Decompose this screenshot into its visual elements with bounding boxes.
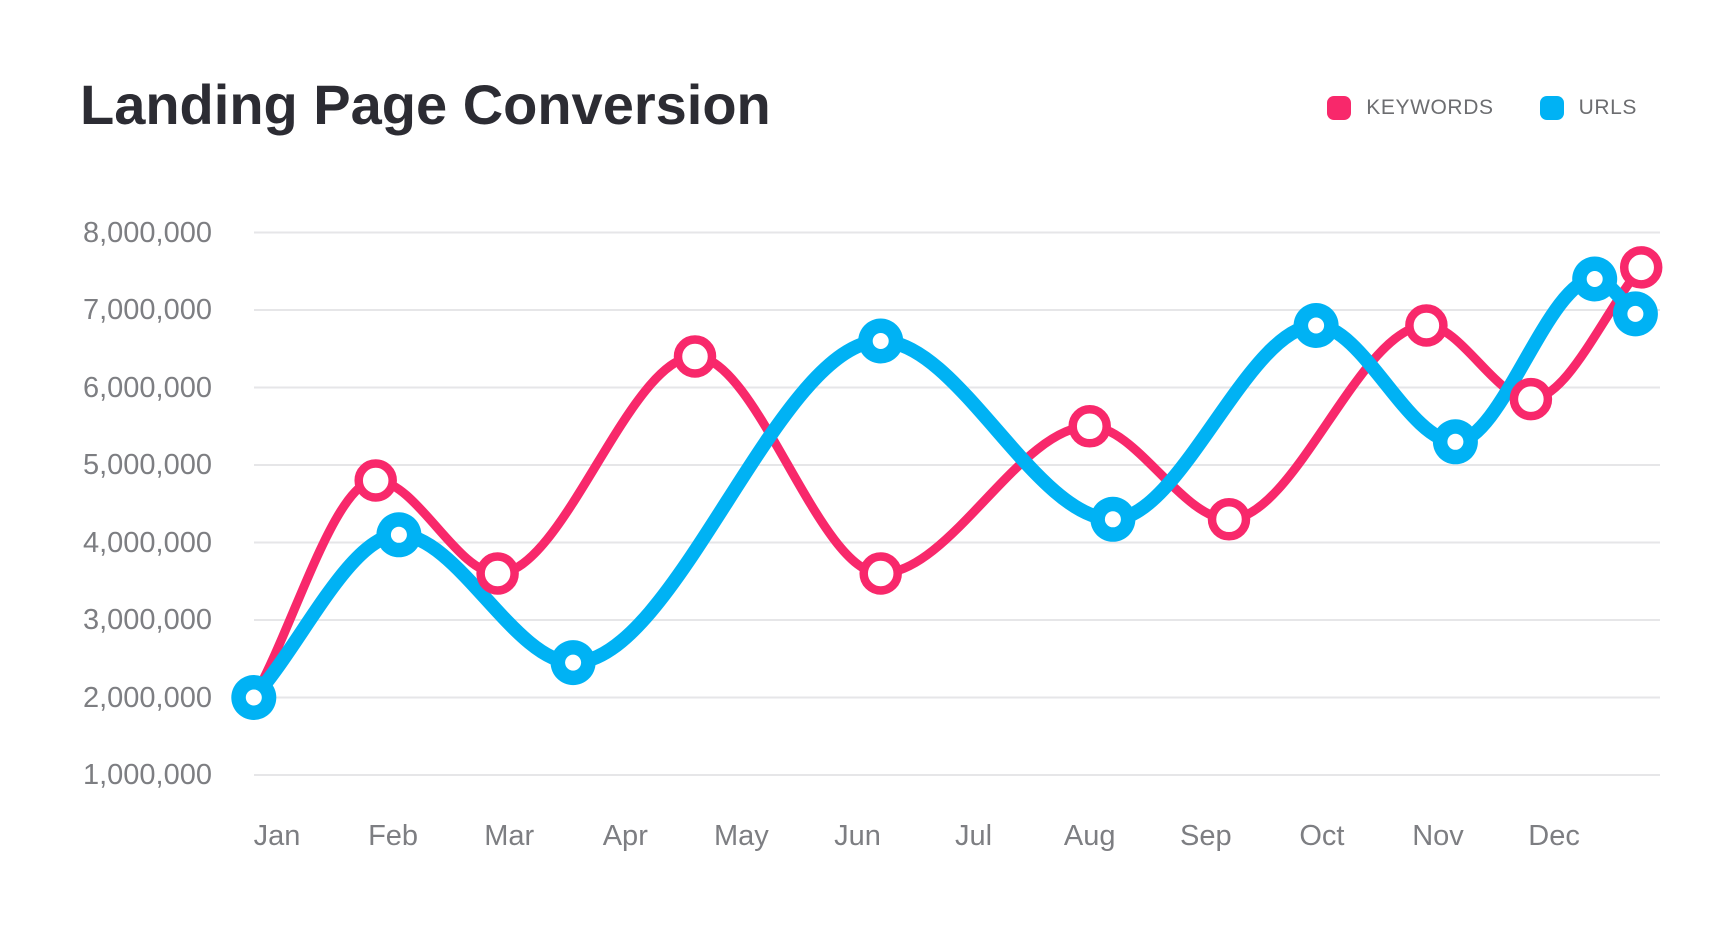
keywords-data-point bbox=[1405, 304, 1448, 347]
keywords-data-point bbox=[1619, 246, 1663, 289]
urls-legend-swatch-icon bbox=[1539, 96, 1564, 120]
legend-item-keywords[interactable]: KEYWORDS bbox=[1327, 96, 1493, 120]
chart-title: Landing Page Conversion bbox=[80, 73, 771, 136]
keywords-data-point bbox=[354, 459, 397, 502]
urls-legend-label: URLS bbox=[1578, 96, 1637, 119]
keywords-data-point bbox=[476, 552, 519, 595]
urls-data-point-center bbox=[1447, 433, 1464, 450]
keywords-data-point bbox=[673, 335, 717, 378]
keywords-data-point bbox=[1207, 498, 1251, 541]
urls-data-point-center bbox=[1586, 271, 1603, 287]
urls-line bbox=[246, 272, 1643, 705]
urls-data-point-center bbox=[1627, 305, 1644, 322]
urls-data-point-center bbox=[1104, 511, 1121, 528]
keywords-data-point bbox=[859, 552, 902, 595]
keywords-legend-swatch-icon bbox=[1327, 96, 1352, 120]
urls-data-point-center bbox=[872, 333, 889, 349]
keywords-data-point bbox=[1509, 377, 1553, 421]
keywords-legend-label: KEYWORDS bbox=[1366, 96, 1494, 119]
urls-data-point-center bbox=[245, 689, 262, 706]
urls-data-point-center bbox=[390, 526, 407, 543]
urls-data-point-center bbox=[1308, 317, 1325, 334]
chart-legend: KEYWORDS URLS bbox=[1327, 96, 1637, 120]
legend-item-urls[interactable]: URLS bbox=[1539, 96, 1637, 120]
keywords-data-point bbox=[1068, 405, 1111, 448]
urls-data-point-center bbox=[565, 654, 582, 671]
